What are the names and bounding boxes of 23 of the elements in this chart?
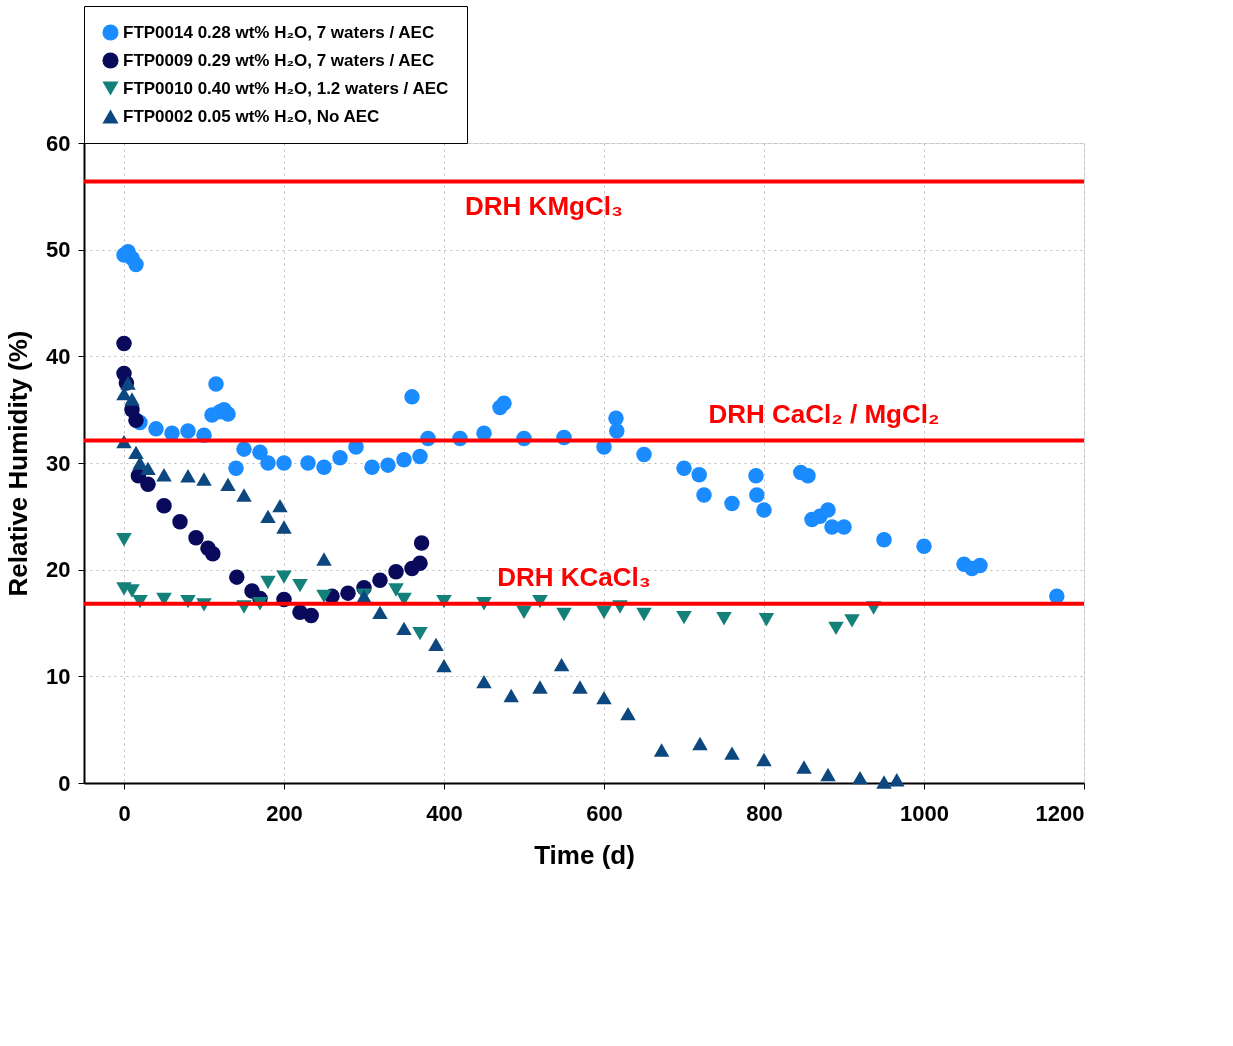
y-tick-label: 0 <box>58 770 71 796</box>
legend-label: FTP0002 0.05 wt% H₂O, No AEC <box>123 106 380 126</box>
x-tick-label: 1200 <box>1035 800 1085 826</box>
x-tick-label: 800 <box>746 800 783 826</box>
ref-line-label: DRH KMgCl₃ <box>465 191 623 222</box>
ref-line-label: DRH CaCl₂ / MgCl₂ <box>708 398 940 429</box>
x-tick-label: 600 <box>586 800 623 826</box>
y-tick-label: 60 <box>46 130 71 156</box>
y-tick-label: 20 <box>46 557 71 583</box>
legend-label: FTP0010 0.40 wt% H₂O, 1.2 waters / AEC <box>123 78 449 98</box>
legend-label: FTP0014 0.28 wt% H₂O, 7 waters / AEC <box>123 22 435 42</box>
x-tick-label: 1000 <box>900 800 949 826</box>
y-tick-label: 40 <box>46 343 71 369</box>
x-tick-label: 200 <box>266 800 303 826</box>
y-axis-title: Relative Humidity (%) <box>3 330 34 597</box>
legend-label: FTP0009 0.29 wt% H₂O, 7 waters / AEC <box>123 50 435 70</box>
y-tick-label: 50 <box>46 237 71 263</box>
y-tick-label: 30 <box>46 450 71 476</box>
y-tick-label: 10 <box>46 663 71 689</box>
x-tick-label: 0 <box>118 800 131 826</box>
x-axis-title: Time (d) <box>534 839 635 870</box>
x-tick-label: 400 <box>426 800 463 826</box>
ref-line-label: DRH KCaCl₃ <box>497 561 651 592</box>
